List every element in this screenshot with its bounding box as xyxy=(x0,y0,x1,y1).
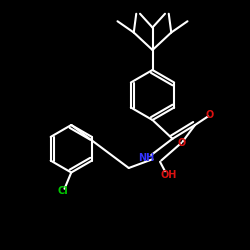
Text: O: O xyxy=(205,110,214,120)
Text: Cl: Cl xyxy=(57,186,68,196)
Text: O: O xyxy=(177,138,186,148)
Text: OH: OH xyxy=(160,170,177,180)
Text: NH: NH xyxy=(138,153,154,163)
